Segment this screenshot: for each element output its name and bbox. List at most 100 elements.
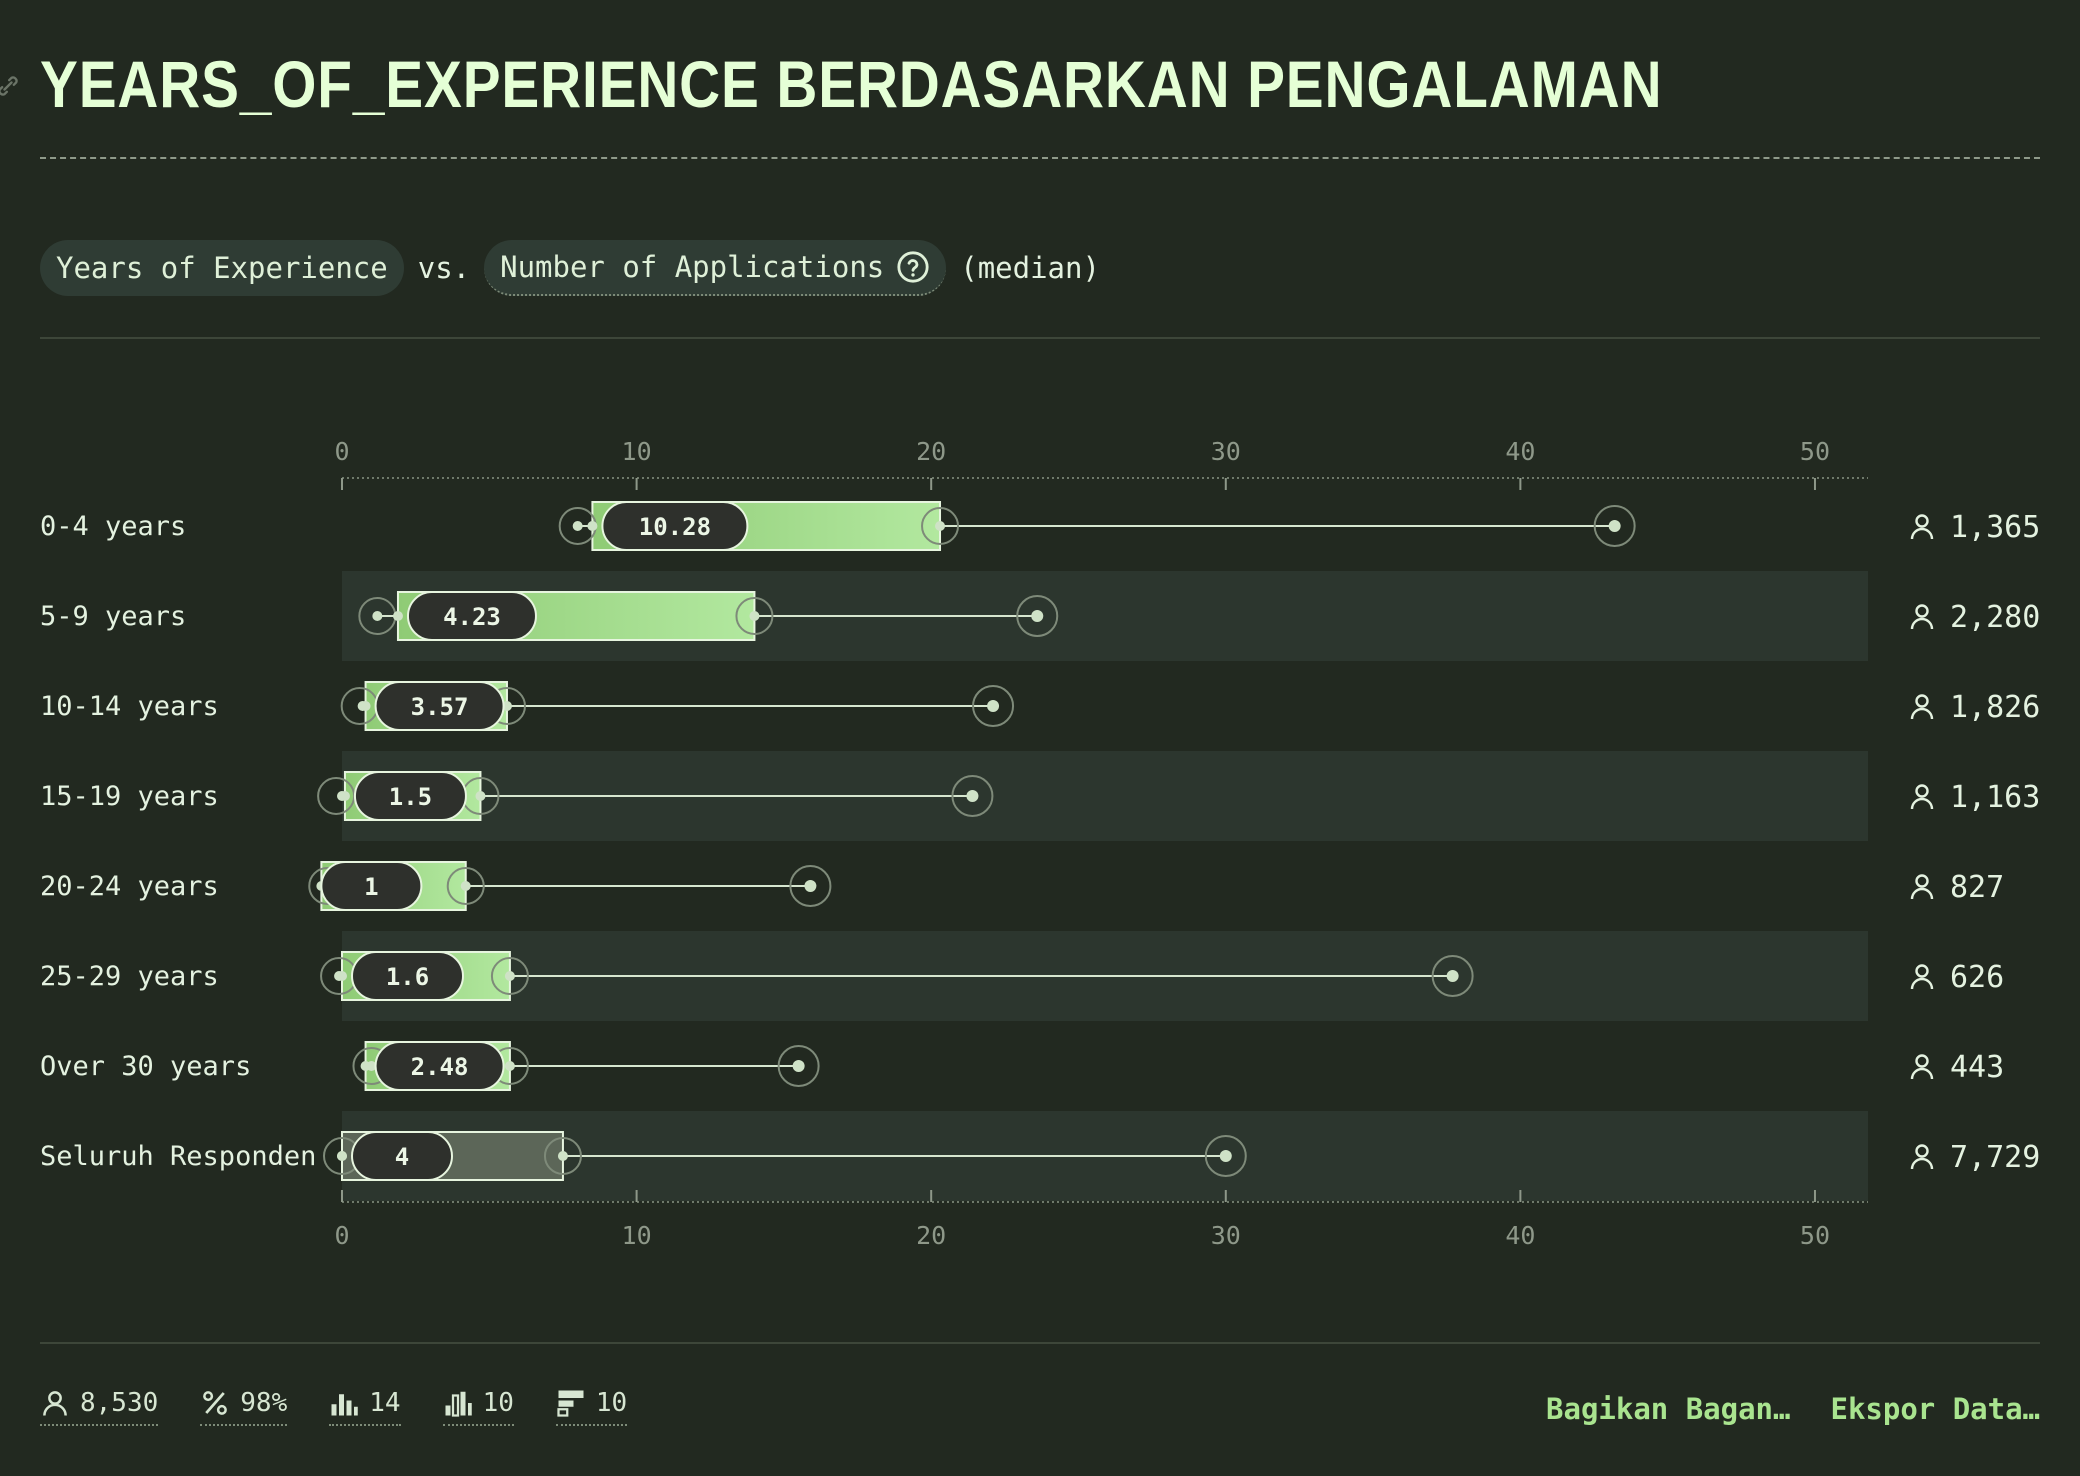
median-label-pill [601, 501, 749, 551]
q3-dot [501, 701, 512, 711]
dimension-label: Years of Experience [56, 251, 388, 285]
median-label: 3.57 [411, 693, 469, 721]
x-tick-label-bottom: 30 [1211, 1221, 1241, 1250]
x-tick-label-top: 0 [334, 437, 349, 466]
median-label: 2.48 [411, 1053, 469, 1081]
bar-chart-icon [331, 1394, 358, 1416]
median-label: 1 [364, 873, 378, 901]
respondent-count: 626 [1950, 960, 2004, 995]
category-label: 15-19 years [40, 781, 219, 812]
q3-circle[interactable] [446, 867, 485, 905]
footer-actions: Bagikan Bagan… Ekspor Data… [1506, 1392, 2040, 1426]
aggregate-label: (median) [960, 251, 1100, 285]
q3-dot [749, 611, 760, 621]
page-title: YEARS_OF_EXPERIENCE BERDASARKAN PENGALAM… [40, 47, 1663, 121]
max-dot [1031, 610, 1044, 622]
respondents-value: 8,530 [80, 1388, 159, 1418]
x-tick-label-bottom: 40 [1505, 1221, 1535, 1250]
q1-dot [339, 791, 350, 801]
title-divider [40, 157, 2040, 159]
person-icon [1910, 784, 1934, 810]
bar-count-value: 14 [369, 1388, 401, 1418]
median-label-pill [351, 951, 464, 1001]
max-dot [804, 880, 817, 892]
table-icon [557, 1390, 584, 1417]
dimension-select[interactable]: Years of Experience [40, 240, 404, 296]
min-dot [372, 611, 383, 621]
max-circle[interactable] [1593, 505, 1636, 547]
median-label-pill [374, 681, 505, 731]
category-label: Seluruh Responden [40, 1141, 316, 1172]
max-circle[interactable] [1204, 1135, 1247, 1177]
median-label: 4.23 [443, 603, 501, 631]
chart-selector: Years of Experience vs. Number of Applic… [40, 240, 1100, 296]
percent-stat[interactable]: 98% [200, 1388, 288, 1426]
respondents-stat[interactable]: 8,530 [40, 1388, 159, 1426]
q1-dot [360, 1061, 371, 1071]
vs-label: vs. [417, 251, 471, 285]
q1-dot [392, 611, 403, 621]
median-label-pill [406, 591, 537, 641]
q3-dot [935, 521, 946, 531]
median-label-pill [320, 861, 423, 911]
percent-value: 98% [240, 1388, 288, 1418]
respondent-count: 7,729 [1950, 1140, 2040, 1175]
category-label: 20-24 years [40, 871, 219, 902]
max-circle[interactable] [972, 685, 1015, 727]
respondent-count: 1,826 [1950, 690, 2040, 725]
x-tick-label-top: 40 [1505, 437, 1535, 466]
x-tick-label-top: 20 [916, 437, 946, 466]
boxplot-chart: 0 0 10 10 20 20 30 30 40 40 50 50 0-4 years 10.28 1,36… [40, 437, 2040, 1250]
q1-dot [360, 701, 371, 711]
export-data-button[interactable]: Ekspor Data… [1830, 1392, 2040, 1426]
q1-dot [337, 971, 347, 981]
percent-icon [203, 1391, 228, 1415]
q1-dot [587, 521, 598, 531]
table-count-stat[interactable]: 10 [555, 1388, 628, 1426]
max-circle[interactable] [1016, 595, 1059, 637]
q3-dot [504, 1061, 515, 1071]
category-label: 10-14 years [40, 691, 219, 722]
metric-label: Number of Applications [500, 250, 885, 284]
person-icon [1910, 604, 1934, 630]
max-circle[interactable] [1431, 955, 1474, 997]
respondent-count: 443 [1950, 1050, 2004, 1085]
category-label: 5-9 years [40, 601, 186, 632]
person-icon [1910, 874, 1934, 900]
x-tick-label-bottom: 20 [916, 1221, 946, 1250]
min-dot [572, 521, 583, 531]
x-tick-label-bottom: 50 [1800, 1221, 1830, 1250]
x-tick-label-bottom: 0 [334, 1221, 349, 1250]
median-label: 4 [395, 1143, 409, 1171]
max-dot [792, 1060, 805, 1072]
respondent-count: 2,280 [1950, 600, 2040, 635]
max-dot [966, 790, 979, 802]
q3-circle[interactable] [921, 507, 960, 545]
q3-circle[interactable] [735, 597, 774, 635]
help-icon[interactable] [896, 250, 930, 284]
footer-divider [40, 1342, 2040, 1344]
q3-dot [475, 791, 486, 801]
q3-circle[interactable] [490, 957, 529, 995]
median-label-pill [374, 1041, 505, 1091]
respondent-count: 827 [1950, 870, 2004, 905]
max-dot [1608, 520, 1621, 532]
person-icon [1910, 1144, 1934, 1170]
q3-dot [460, 881, 471, 891]
x-tick-label-bottom: 10 [622, 1221, 652, 1250]
max-circle[interactable] [789, 865, 832, 907]
q3-dot [504, 971, 515, 981]
metric-select[interactable]: Number of Applications [484, 240, 947, 296]
max-circle[interactable] [951, 775, 994, 817]
category-label: 0-4 years [40, 511, 186, 542]
bar-count-stat[interactable]: 14 [329, 1388, 401, 1426]
column-chart-icon [445, 1391, 472, 1417]
max-circle[interactable] [777, 1045, 820, 1087]
max-dot [1446, 970, 1459, 982]
q3-circle[interactable] [543, 1137, 582, 1175]
link-icon[interactable] [0, 72, 22, 100]
share-chart-button[interactable]: Bagikan Bagan… [1546, 1392, 1791, 1426]
category-label: Over 30 years [40, 1051, 251, 1082]
column-count-stat[interactable]: 10 [442, 1388, 514, 1426]
x-tick-label-top: 50 [1800, 437, 1830, 466]
